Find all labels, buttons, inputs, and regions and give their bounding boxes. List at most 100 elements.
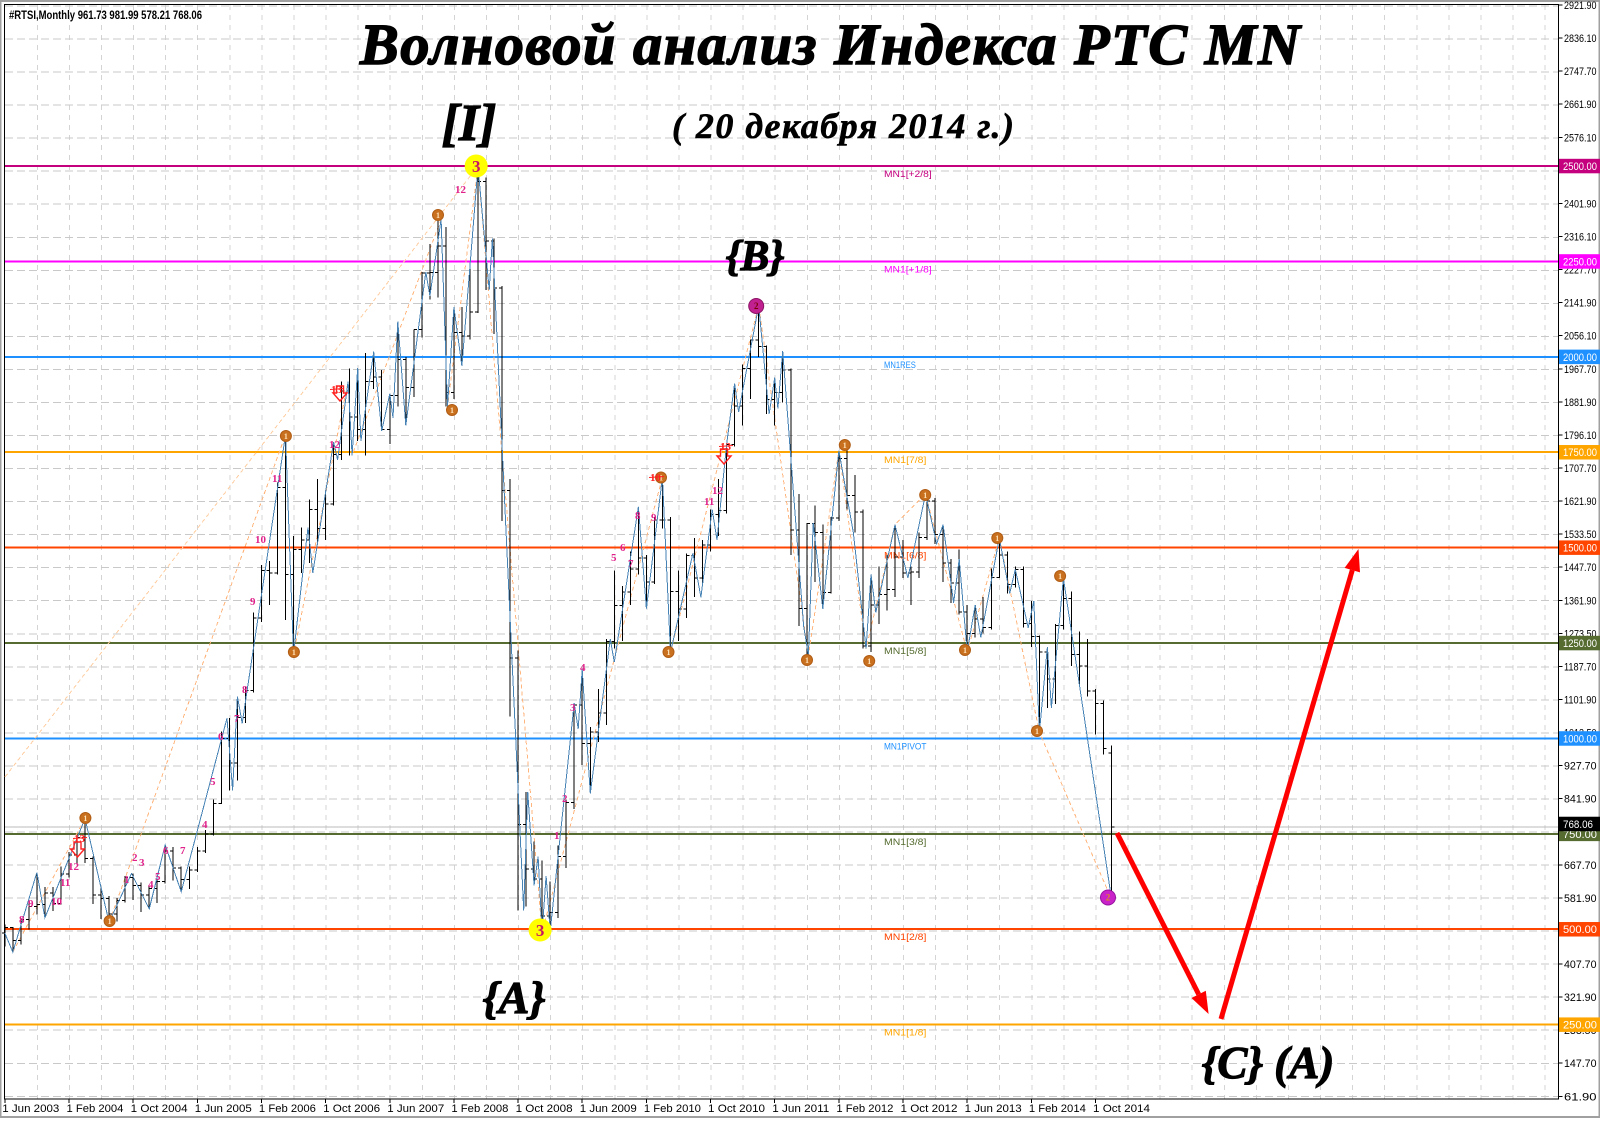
svg-text:5: 5: [611, 552, 617, 564]
svg-text:8: 8: [242, 684, 248, 696]
svg-text:11: 11: [60, 877, 70, 889]
svg-text:13: 13: [720, 441, 732, 453]
svg-text:2921.90: 2921.90: [1564, 0, 1597, 12]
svg-text:1: 1: [284, 432, 288, 441]
svg-text:1 Feb 2004: 1 Feb 2004: [66, 1103, 123, 1115]
svg-text:1 Jun 2003: 1 Jun 2003: [2, 1103, 59, 1115]
svg-text:4: 4: [580, 662, 586, 674]
svg-text:11: 11: [704, 496, 714, 508]
svg-text:1 Jun 2007: 1 Jun 2007: [387, 1103, 444, 1115]
svg-text:250.00: 250.00: [1563, 1020, 1597, 1032]
svg-text:1: 1: [963, 646, 967, 655]
svg-text:1 Oct 2006: 1 Oct 2006: [323, 1103, 380, 1115]
svg-text:1447.70: 1447.70: [1564, 562, 1597, 574]
svg-text:1: 1: [867, 657, 871, 666]
svg-text:1: 1: [667, 648, 671, 657]
svg-text:8: 8: [19, 914, 25, 926]
svg-text:1101.90: 1101.90: [1564, 694, 1597, 706]
svg-text:7: 7: [234, 713, 240, 725]
svg-text:( 20 декабря 2014 г.): ( 20 декабря 2014 г.): [672, 106, 1014, 146]
svg-text:1 Jun 2011: 1 Jun 2011: [772, 1103, 829, 1115]
svg-text:2576.10: 2576.10: [1564, 132, 1597, 144]
svg-text:1750.00: 1750.00: [1563, 447, 1597, 459]
svg-text:MN1PIVOT: MN1PIVOT: [884, 741, 927, 752]
svg-text:MN1[6/8]: MN1[6/8]: [884, 551, 926, 562]
svg-text:2747.70: 2747.70: [1564, 66, 1597, 78]
svg-text:5: 5: [155, 871, 161, 883]
svg-text:7: 7: [628, 558, 634, 570]
svg-text:Волновой анализ Индекса РТС M: Волновой анализ Индекса РТС MN: [359, 12, 1302, 77]
svg-text:1621.90: 1621.90: [1564, 496, 1597, 508]
svg-text:2: 2: [1106, 893, 1111, 903]
svg-text:MN1[+1/8]: MN1[+1/8]: [884, 264, 932, 275]
svg-text:1 Jun 2013: 1 Jun 2013: [965, 1103, 1022, 1115]
svg-text:667.70: 667.70: [1564, 860, 1597, 872]
svg-text:768.06: 768.06: [1563, 819, 1593, 831]
svg-text:1 Oct 2012: 1 Oct 2012: [901, 1103, 958, 1115]
svg-text:2401.90: 2401.90: [1564, 198, 1597, 210]
svg-text:1500.00: 1500.00: [1563, 543, 1597, 555]
svg-text:1 Feb 2014: 1 Feb 2014: [1029, 1103, 1086, 1115]
svg-text:3: 3: [536, 921, 545, 940]
svg-text:10: 10: [650, 472, 662, 484]
svg-text:2056.10: 2056.10: [1564, 331, 1597, 343]
svg-text:2661.90: 2661.90: [1564, 99, 1597, 111]
svg-text:1: 1: [292, 648, 296, 657]
svg-text:6: 6: [620, 542, 626, 554]
svg-text:2: 2: [562, 793, 568, 805]
svg-text:1: 1: [923, 491, 927, 500]
svg-text:1 Jun 2005: 1 Jun 2005: [195, 1103, 252, 1115]
svg-text:9: 9: [651, 512, 657, 524]
svg-text:61.90: 61.90: [1564, 1091, 1597, 1103]
svg-text:12: 12: [68, 861, 80, 873]
svg-text:2: 2: [754, 301, 759, 311]
svg-text:147.70: 147.70: [1564, 1058, 1597, 1070]
svg-text:[I]: [I]: [442, 95, 497, 152]
svg-text:1796.10: 1796.10: [1564, 430, 1597, 442]
svg-text:1881.90: 1881.90: [1564, 397, 1597, 409]
svg-text:1 Oct 2010: 1 Oct 2010: [708, 1103, 765, 1115]
svg-text:7: 7: [180, 845, 186, 857]
svg-text:1 Oct 2008: 1 Oct 2008: [516, 1103, 573, 1115]
svg-text:10: 10: [51, 896, 63, 908]
svg-text:6: 6: [218, 731, 224, 743]
svg-text:321.90: 321.90: [1564, 992, 1597, 1004]
svg-text:2250.00: 2250.00: [1563, 256, 1597, 268]
svg-text:MN1[7/8]: MN1[7/8]: [884, 455, 926, 466]
svg-text:1361.90: 1361.90: [1564, 595, 1597, 607]
svg-text:1: 1: [1035, 727, 1039, 736]
svg-text:407.70: 407.70: [1564, 959, 1597, 971]
svg-text:12: 12: [329, 439, 341, 451]
svg-text:#RTSI,Monthly 961.73 981.99 5: #RTSI,Monthly 961.73 981.99 578.21 768.0…: [9, 8, 202, 22]
svg-text:1: 1: [108, 917, 112, 926]
svg-text:{A}: {A}: [483, 972, 546, 1023]
svg-text:MN1[+2/8]: MN1[+2/8]: [884, 169, 932, 180]
svg-text:1707.70: 1707.70: [1564, 463, 1597, 475]
svg-text:1: 1: [843, 441, 847, 450]
svg-text:4: 4: [148, 879, 154, 891]
svg-text:12: 12: [712, 485, 724, 497]
svg-text:1000.00: 1000.00: [1563, 733, 1597, 745]
svg-text:MN1[3/8]: MN1[3/8]: [884, 837, 926, 848]
svg-text:10: 10: [255, 534, 267, 546]
svg-text:2500.00: 2500.00: [1563, 161, 1597, 173]
svg-text:1 Oct 2004: 1 Oct 2004: [131, 1103, 188, 1115]
svg-text:4: 4: [202, 819, 208, 831]
svg-text:3: 3: [472, 157, 481, 176]
svg-text:2316.10: 2316.10: [1564, 231, 1597, 243]
svg-text:1250.00: 1250.00: [1563, 638, 1597, 650]
svg-text:2000.00: 2000.00: [1563, 352, 1597, 364]
svg-text:1: 1: [436, 211, 440, 220]
svg-text:1: 1: [83, 814, 87, 823]
svg-text:9: 9: [28, 898, 34, 910]
svg-text:1: 1: [805, 656, 809, 665]
svg-text:1: 1: [995, 534, 999, 543]
svg-text:2836.10: 2836.10: [1564, 33, 1597, 45]
svg-text:MN1[1/8]: MN1[1/8]: [884, 1028, 926, 1039]
svg-text:841.90: 841.90: [1564, 794, 1597, 806]
svg-text:1187.70: 1187.70: [1564, 661, 1597, 673]
svg-text:581.90: 581.90: [1564, 893, 1597, 905]
svg-text:6: 6: [163, 845, 169, 857]
svg-text:13: 13: [74, 833, 86, 845]
svg-text:5: 5: [210, 776, 216, 788]
